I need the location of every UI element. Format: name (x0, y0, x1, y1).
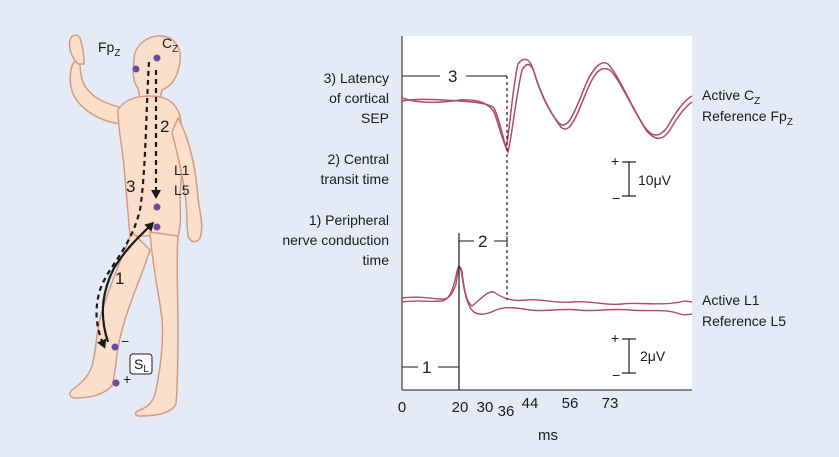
l1-label: L1 (174, 162, 190, 178)
marker-2: 2 (459, 232, 508, 251)
scale-2uv-label: 2μV (640, 348, 666, 364)
latency-line-1: 3) Latency (324, 70, 389, 86)
marker-2-label: 2 (478, 232, 487, 251)
scale-10uv-label: 10μV (638, 172, 672, 188)
central-annotation: 2) Central transit time (321, 151, 390, 187)
central-line-2: transit time (321, 171, 390, 187)
peripheral-line-1: 1) Peripheral (309, 212, 389, 228)
marker-1: 1 (402, 358, 459, 377)
head (132, 35, 182, 99)
lumbar-reference-label: Reference L5 (702, 313, 786, 329)
fpz-electrode (132, 65, 140, 73)
latency-line-3: SEP (361, 110, 389, 126)
cortical-trace-b (401, 63, 693, 155)
lowered-arm (171, 116, 203, 243)
electrode-dots (111, 54, 161, 387)
tick-30: 30 (477, 399, 494, 416)
scale-bar-10uv: + − 10μV (611, 153, 672, 206)
stim-minus-label: − (121, 333, 129, 349)
peripheral-annotation: 1) Peripheral nerve conduction time (282, 212, 389, 268)
human-figure (68, 34, 203, 417)
stim-anode (112, 379, 120, 387)
tick-44: 44 (522, 395, 539, 412)
scale-10uv-minus: − (612, 190, 620, 206)
tick-56: 56 (562, 395, 579, 412)
path-number-2: 2 (160, 117, 169, 136)
l5-electrode (153, 223, 161, 231)
torso (117, 95, 184, 237)
stimulator-box (129, 353, 153, 375)
lumbar-trace-b (401, 265, 693, 316)
scale-2uv-plus: + (611, 330, 619, 346)
marker-3-label: 3 (448, 67, 457, 86)
raised-hand (68, 34, 85, 65)
tick-20: 20 (452, 399, 469, 416)
lumbar-active-label: Active L1 (702, 292, 760, 308)
central-line-1: 2) Central (328, 151, 389, 167)
lumbar-trace-a (401, 266, 693, 307)
tick-36: 36 (498, 403, 515, 420)
l5-label: L5 (174, 182, 190, 198)
scale-bar-2uv: + − 2μV (611, 330, 666, 383)
path-number-1: 1 (115, 269, 124, 288)
tick-73: 73 (602, 395, 619, 412)
front-leg (134, 231, 179, 417)
l1-electrode (153, 203, 161, 211)
cortical-traces (401, 58, 693, 155)
peripheral-line-3: time (363, 252, 390, 268)
scale-2uv-minus: − (612, 367, 620, 383)
cortical-active-label: Active CZ (702, 87, 760, 107)
cz-label: CZ (162, 35, 178, 55)
raised-arm (69, 61, 123, 125)
path-number-3: 3 (126, 177, 135, 196)
cz-electrode (153, 54, 161, 62)
scale-10uv-plus: + (611, 153, 619, 169)
cortical-reference-label: Reference FpZ (702, 108, 793, 128)
conduction-paths (95, 61, 161, 349)
plot-area (402, 36, 692, 390)
path-3-dashed-arrow (95, 61, 151, 349)
marker-3: 3 (402, 67, 507, 86)
fpz-label: FpZ (98, 39, 120, 59)
x-axis-ticks: 0 20 30 36 44 56 73 (398, 395, 619, 420)
lumbar-traces (401, 265, 693, 316)
stimulator-label: SL (134, 356, 149, 375)
stim-cathode (111, 343, 119, 351)
marker-1-label: 1 (422, 358, 431, 377)
latency-annotation: 3) Latency of cortical SEP (324, 70, 389, 126)
latency-line-2: of cortical (329, 90, 389, 106)
stim-plus-label: + (123, 371, 131, 387)
back-leg (69, 230, 151, 399)
tick-0: 0 (398, 399, 406, 416)
peripheral-line-2: nerve conduction (282, 232, 389, 248)
x-axis-label: ms (538, 427, 558, 444)
path-1-solid-arrow (101, 221, 155, 343)
